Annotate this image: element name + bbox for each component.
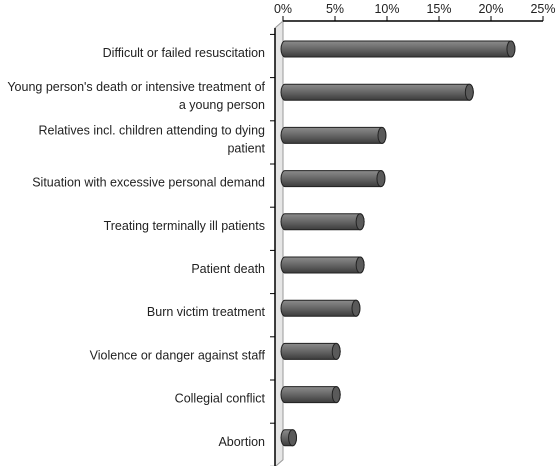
x-tick-label: 20% xyxy=(478,2,503,16)
x-tick-label: 15% xyxy=(426,2,451,16)
bar-cap xyxy=(351,299,361,317)
x-tick-label: 5% xyxy=(326,2,344,16)
category-label: Burn victim treatment xyxy=(147,305,266,319)
bars-layer xyxy=(280,40,516,447)
bar-cap xyxy=(464,83,474,101)
category-label: Situation with excessive personal demand xyxy=(32,176,265,190)
category-label: Abortion xyxy=(218,435,265,449)
bar xyxy=(280,40,516,58)
x-tick-label: 25% xyxy=(530,2,555,16)
category-label-line: Situation with excessive personal demand xyxy=(32,176,265,190)
bar-cap xyxy=(355,256,365,274)
bar xyxy=(280,256,365,274)
bar xyxy=(280,342,341,360)
category-label: Relatives incl. children attending to dy… xyxy=(38,123,265,155)
category-label-line: Patient death xyxy=(191,262,265,276)
bar-cap xyxy=(331,342,341,360)
x-tick-label: 0% xyxy=(274,2,292,16)
bar-cap xyxy=(331,386,341,404)
bar-cap xyxy=(376,170,386,188)
category-label: Violence or danger against staff xyxy=(90,348,266,362)
bar-cap xyxy=(355,213,365,231)
bar-cap xyxy=(377,126,387,144)
category-label-line: Burn victim treatment xyxy=(147,305,266,319)
x-tick-label: 10% xyxy=(374,2,399,16)
category-label-line: patient xyxy=(227,141,265,155)
bar xyxy=(280,170,386,188)
category-label-line: Difficult or failed resuscitation xyxy=(103,46,265,60)
bar-cap xyxy=(288,429,298,447)
category-label-line: Relatives incl. children attending to dy… xyxy=(38,123,265,137)
bar-cap xyxy=(506,40,516,58)
category-label-line: Young person's death or intensive treatm… xyxy=(7,80,265,94)
category-label-line: Treating terminally ill patients xyxy=(104,219,265,233)
category-label-line: Violence or danger against staff xyxy=(90,348,266,362)
category-label-line: Abortion xyxy=(218,435,265,449)
category-label: Young person's death or intensive treatm… xyxy=(7,80,265,112)
category-labels: Difficult or failed resuscitation Young p… xyxy=(7,46,265,449)
bar xyxy=(280,386,341,404)
category-label: Collegial conflict xyxy=(175,392,266,406)
category-label: Difficult or failed resuscitation xyxy=(103,46,265,60)
bar xyxy=(280,83,474,101)
bar xyxy=(280,126,387,144)
category-label: Treating terminally ill patients xyxy=(104,219,265,233)
bar xyxy=(280,213,365,231)
bar xyxy=(280,299,361,317)
category-label-line: Collegial conflict xyxy=(175,392,266,406)
category-label: Patient death xyxy=(191,262,265,276)
category-label-line: a young person xyxy=(179,98,265,112)
